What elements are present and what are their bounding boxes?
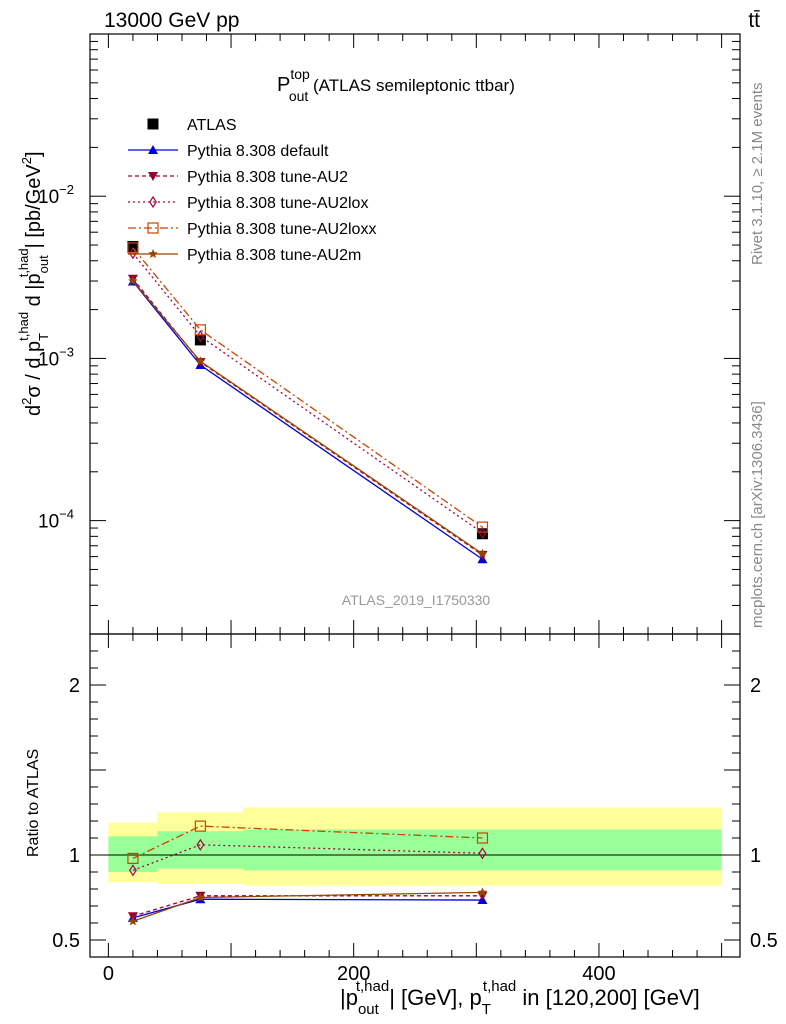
main-ytick-label-2: 10−4: [38, 507, 74, 533]
legend: ATLAS Pythia 8.308 default Pythia 8.308 tu…: [128, 117, 376, 264]
x-axis-label: |poutt,had| [GeV], pTt,had in [120,200] …: [340, 978, 700, 1018]
ratio-series-line-3: [132, 825, 483, 859]
ratio-point-4-2: [477, 887, 488, 897]
rivet-info: Rivet 3.1.10, ≥ 2.1M events: [749, 83, 766, 266]
plot-title: Ptop out (ATLAS semileptonic ttbar): [277, 66, 515, 104]
ratio-point-3-1: [194, 820, 206, 832]
main-series-line-2: [132, 278, 483, 556]
legend-label-2: Pythia 8.308 tune-AU2: [187, 169, 348, 186]
ratio-point-2-2: [478, 847, 487, 860]
legend-label-5: Pythia 8.308 tune-AU2m: [187, 247, 361, 264]
ratio-point-2-1: [196, 838, 205, 851]
legend-label-1: Pythia 8.308 default: [187, 143, 329, 160]
ratio-plot: 0.5 0.5 1 1 2 2 0 200 400: [52, 633, 778, 985]
header-process: tt̄: [748, 9, 760, 32]
analysis-label: ATLAS_2019_I1750330: [342, 592, 491, 608]
main-point-0-0: [127, 240, 139, 252]
ratio-point-3-2: [476, 832, 489, 844]
ratio-point-4-0: [128, 916, 138, 926]
legend-label-4: Pythia 8.308 tune-AU2loxx: [187, 221, 376, 238]
ratio-frame: [89, 633, 741, 958]
ratio-band-inner-0: [108, 836, 158, 872]
legend-label-3: Pythia 8.308 tune-AU2lox: [187, 195, 368, 212]
ratio-point-3-0: [127, 852, 139, 865]
main-point-3-2: [478, 526, 487, 540]
legend-label-0: ATLAS: [187, 117, 237, 134]
ratio-series-line-0: [132, 898, 483, 919]
ratio-series-line-2: [132, 844, 483, 871]
main-point-5-2: [477, 548, 488, 558]
main-point-0-2: [476, 528, 488, 540]
ratio-ytick-label-right-2: 2: [750, 675, 761, 697]
main-point-4-2: [476, 521, 489, 533]
main-point-3-0: [128, 247, 137, 260]
legend-marker-3: [149, 195, 157, 209]
main-point-4-1: [194, 324, 206, 336]
ratio-series-line-1: [132, 895, 483, 917]
main-series-line-4: [132, 247, 483, 528]
main-point-0-1: [194, 334, 206, 346]
xtick-label-2: 400: [582, 963, 615, 985]
mcplots-info: mcplots.cern.ch [arXiv:1306.3436]: [749, 401, 766, 628]
xtick-label-0: 0: [103, 963, 114, 985]
ratio-point-1-2: [477, 891, 488, 901]
main-point-5-0: [128, 276, 138, 286]
ratio-ytick-label-right-1: 1: [750, 845, 761, 867]
ratio-series-line-4: [132, 891, 483, 922]
ratio-point-4-1: [195, 892, 206, 902]
xtick-label-1: 200: [337, 963, 370, 985]
ratio-ytick-label-left-1: 1: [69, 845, 80, 867]
main-series-line-3: [132, 252, 483, 534]
main-point-4-0: [127, 242, 139, 254]
main-point-5-1: [195, 356, 206, 366]
legend-marker-5: [148, 249, 158, 259]
main-ytick-label-1: 10−3: [38, 344, 74, 370]
legend-marker-4: [147, 222, 159, 234]
legend-marker-1: [148, 145, 158, 154]
main-series-line-5: [132, 280, 483, 555]
ratio-band-inner-2: [243, 829, 722, 871]
main-ytick-label-0: 10−2: [38, 182, 74, 208]
header-energy: 13000 GeV pp: [104, 9, 239, 32]
ratio-ytick-label-right-0: 0.5: [750, 930, 778, 952]
ratio-point-2-0: [128, 864, 137, 877]
main-plot: 10−2 10−3 10−4: [38, 33, 741, 635]
ratio-ytick-label-left-0: 0.5: [52, 930, 80, 952]
legend-marker-2: [148, 172, 158, 181]
ratio-ytick-label-left-2: 2: [69, 675, 80, 697]
legend-marker-0: [147, 118, 159, 130]
ratio-y-axis-label: Ratio to ATLAS: [25, 749, 42, 857]
